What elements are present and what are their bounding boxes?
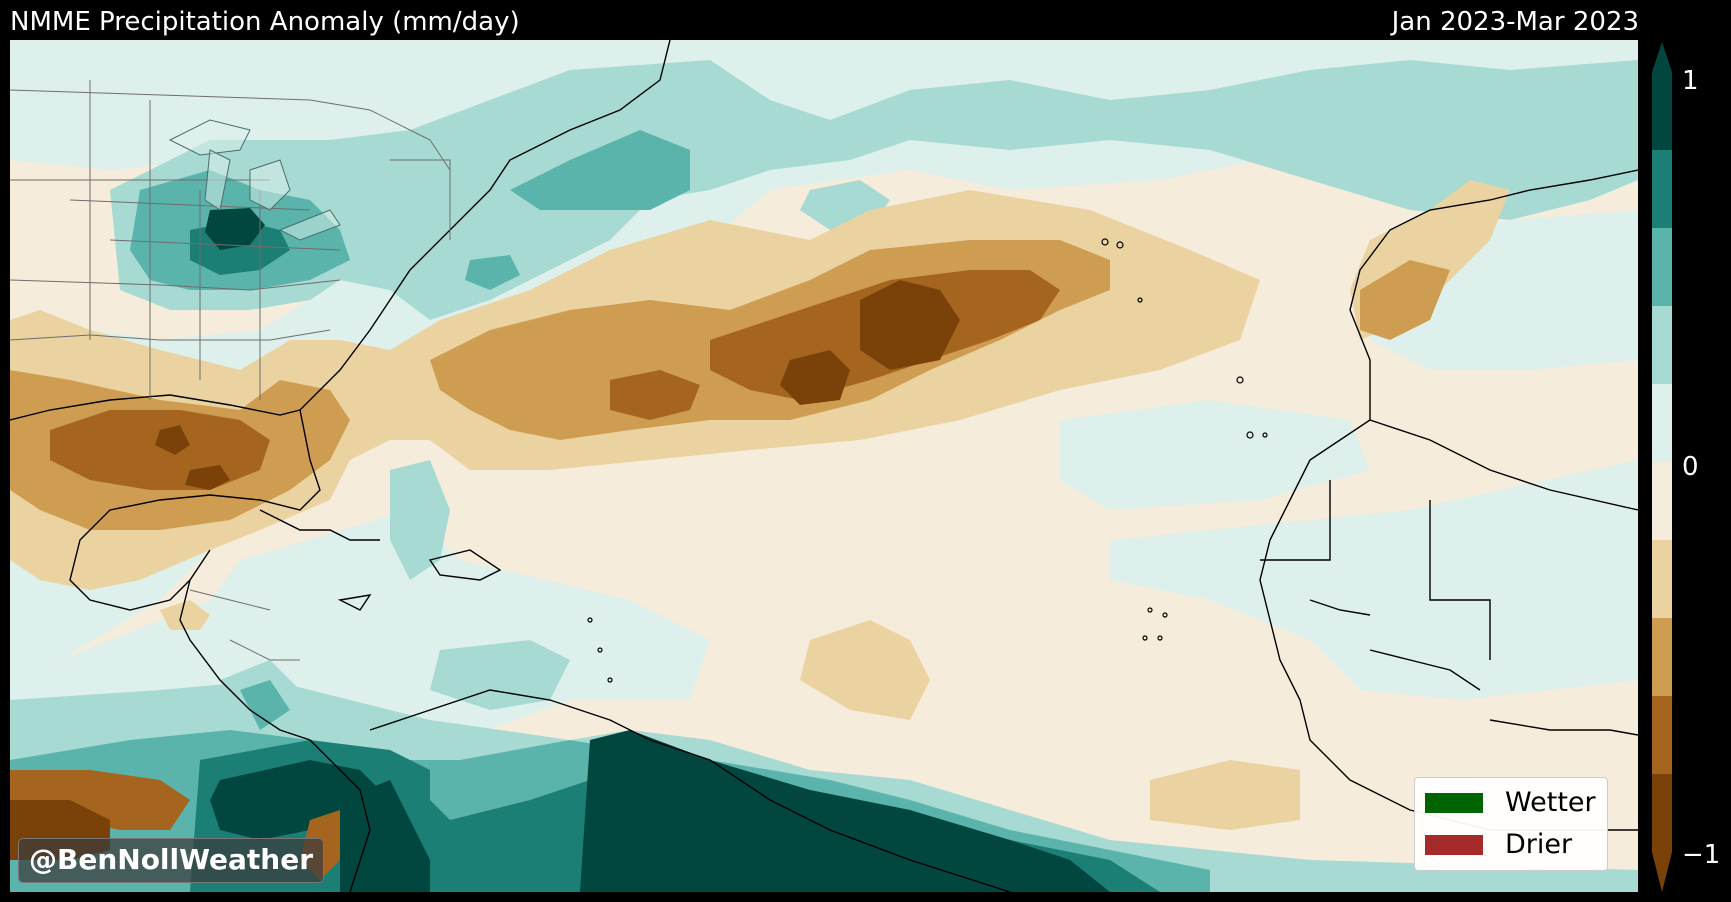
colorbar-segment <box>1652 696 1672 774</box>
colorbar <box>1652 42 1672 892</box>
colorbar-segment <box>1652 306 1672 384</box>
coastlines <box>10 40 1638 892</box>
forecast-period: Jan 2023-Mar 2023 <box>1391 7 1639 37</box>
legend-swatch-wetter <box>1425 793 1483 813</box>
colorbar-tick-top: 1 <box>1682 66 1699 96</box>
colorbar-segment <box>1652 384 1672 462</box>
colorbar-segment <box>1652 774 1672 852</box>
strong-wet-regions <box>205 208 1110 892</box>
great-lakes <box>168 119 341 241</box>
legend-swatch-drier <box>1425 835 1483 855</box>
map-title: NMME Precipitation Anomaly (mm/day) <box>10 7 520 37</box>
precipitation-anomaly-map <box>10 40 1638 892</box>
legend-label-wetter: Wetter <box>1505 787 1596 818</box>
colorbar-tick-bottom: −1 <box>1682 840 1721 870</box>
state-borders <box>10 80 451 661</box>
colorbar-bottom-arrow <box>1652 852 1672 892</box>
map-svg <box>10 40 1638 892</box>
colorbar-segment <box>1652 540 1672 618</box>
colorbar-segment <box>1652 462 1672 540</box>
islands <box>587 238 1268 683</box>
watermark: @BenNollWeather <box>18 838 325 883</box>
colorbar-segment <box>1652 150 1672 228</box>
legend-label-drier: Drier <box>1505 829 1573 860</box>
colorbar-segment <box>1652 72 1672 150</box>
colorbar-segment <box>1652 618 1672 696</box>
legend-item-drier: Drier <box>1425 830 1572 860</box>
legend: Wetter Drier <box>1414 777 1608 871</box>
legend-item-wetter: Wetter <box>1425 788 1596 818</box>
colorbar-segment <box>1652 228 1672 306</box>
colorbar-top-arrow <box>1652 42 1672 72</box>
colorbar-tick-mid: 0 <box>1682 452 1699 482</box>
